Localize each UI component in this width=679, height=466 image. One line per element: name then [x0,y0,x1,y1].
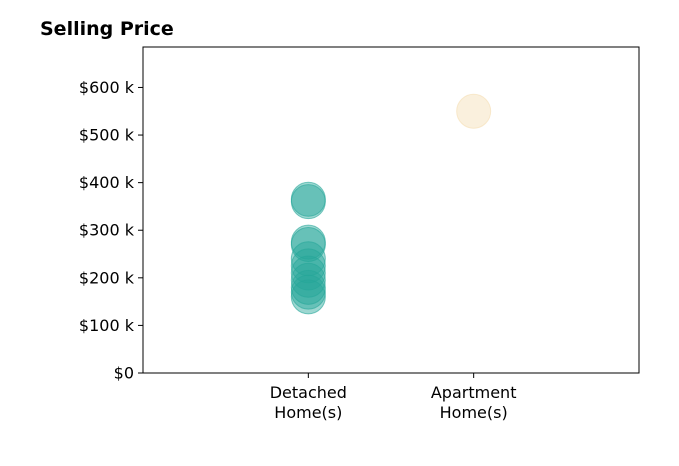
y-tick-label: $200 k [79,268,135,287]
data-point [290,269,326,305]
data-point [290,279,326,315]
data-points [290,93,492,315]
chart-title: Selling Price [40,18,174,40]
data-point [290,227,326,263]
y-tick-label: $500 k [79,126,135,145]
y-tick-label: $300 k [79,221,135,240]
y-axis: $0 $100 k $200 k $300 k $400 k $500 k $600 k [79,78,143,383]
y-tick-label: $400 k [79,173,135,192]
x-tick-label: Home(s) [274,403,342,422]
x-tick-label: Home(s) [440,403,508,422]
y-tick-label: $100 k [79,316,135,335]
data-point [290,248,326,284]
x-tick-label: Detached [270,383,347,402]
data-point [290,184,326,220]
plot-area-frame [142,46,640,374]
data-point [290,241,326,277]
x-tick-label: Apartment [431,383,517,402]
y-tick-label: $0 [114,364,134,383]
data-point [456,93,492,129]
data-point [290,274,326,310]
y-tick-label: $600 k [79,78,135,97]
